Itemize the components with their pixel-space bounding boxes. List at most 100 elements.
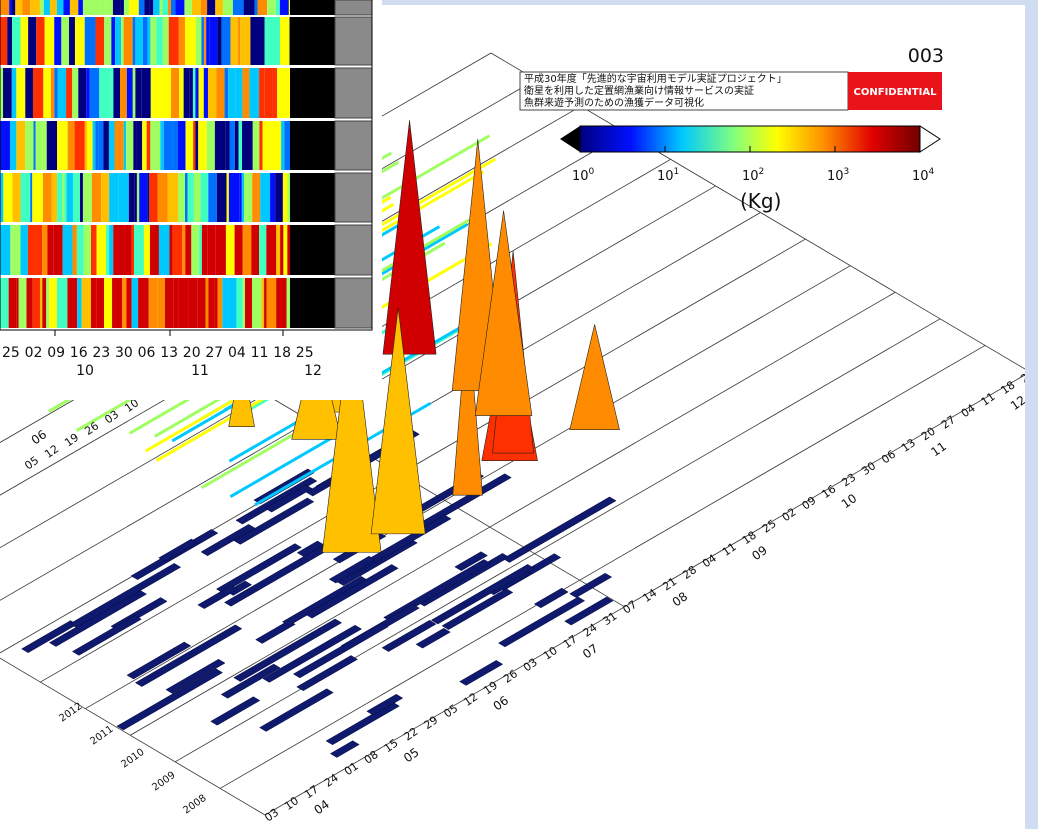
heat-cell — [290, 121, 335, 170]
heat-cell — [234, 225, 243, 275]
catch-bar — [454, 551, 488, 571]
heat-cell — [113, 68, 120, 118]
heat-cell — [168, 17, 179, 65]
heat-cell — [42, 278, 47, 328]
heat-cell — [168, 0, 171, 15]
heat-cell — [35, 121, 45, 170]
heat-cell — [172, 121, 178, 170]
heat-cell — [244, 173, 253, 222]
heat-cell — [67, 278, 72, 328]
heat-cell — [275, 17, 280, 65]
heat-cell — [18, 278, 25, 328]
heat-cell — [209, 17, 218, 65]
heat-cell — [99, 68, 111, 118]
heat-cell — [20, 17, 29, 65]
heat-cell — [46, 121, 58, 170]
heat-cell — [334, 16, 373, 66]
heat-cell — [49, 278, 57, 328]
heat-cell — [37, 225, 43, 275]
floor-line — [264, 371, 1031, 816]
heat-cell — [178, 278, 189, 328]
heat-cell — [290, 173, 335, 222]
heat-cell — [56, 278, 68, 328]
heat-cell — [198, 121, 207, 170]
heat-cell — [24, 278, 27, 328]
heat-cell — [149, 225, 159, 275]
heat-cell — [275, 0, 280, 15]
catch-bar — [328, 555, 376, 584]
heat-cell — [195, 121, 199, 170]
heat-cell — [128, 173, 135, 222]
heat-cell — [42, 225, 48, 275]
heat-cell — [279, 17, 290, 65]
heat-cell — [0, 121, 11, 170]
heat-cell — [165, 278, 174, 328]
heat-cell — [46, 278, 50, 328]
heat-cell — [101, 173, 110, 222]
heat-cell — [96, 278, 105, 328]
floor-line — [219, 345, 986, 789]
heat-cell — [251, 225, 260, 275]
heat-cell — [167, 173, 179, 222]
heat-cell — [53, 225, 63, 275]
heat-cell — [126, 121, 134, 170]
heat-cell — [78, 0, 83, 15]
heat-cell — [252, 173, 258, 222]
heat-cell — [132, 17, 136, 65]
heat-cell — [78, 68, 87, 118]
heat-cell — [134, 225, 144, 275]
inset-day-tick: 06 — [138, 345, 156, 361]
heat-cell — [33, 121, 36, 170]
heat-cell — [277, 68, 288, 118]
heat-cell — [163, 121, 173, 170]
heat-cell — [334, 172, 373, 223]
heat-cell — [287, 68, 290, 118]
heat-cell — [62, 225, 73, 275]
catch-bar — [262, 624, 363, 683]
heat-cell — [161, 68, 172, 118]
heat-cell — [105, 0, 113, 15]
colorbar-tick-base: 10 — [572, 169, 589, 184]
heat-cell — [203, 17, 207, 65]
heat-cell — [131, 278, 139, 328]
inset-day-tick: 11 — [251, 345, 269, 361]
heat-cell — [162, 0, 169, 15]
heat-cell — [157, 173, 168, 222]
heat-cell — [206, 17, 210, 65]
heat-cell — [199, 225, 202, 275]
heat-cell — [123, 17, 133, 65]
heat-cell — [208, 173, 217, 222]
heat-cell — [182, 225, 186, 275]
heat-cell — [272, 68, 278, 118]
catch-bar — [459, 660, 504, 686]
heat-cell — [131, 225, 135, 275]
heat-cell — [98, 121, 104, 170]
inset-day-tick: 09 — [47, 345, 65, 361]
heat-cell — [133, 121, 137, 170]
heat-cell — [334, 67, 373, 119]
heat-cell — [178, 0, 185, 15]
inset-frame — [0, 0, 373, 331]
heat-cell — [22, 0, 31, 15]
heat-cell — [217, 17, 222, 65]
heat-cell — [90, 0, 101, 15]
inset-month-tick: 10 — [76, 363, 94, 379]
heat-cell — [63, 0, 70, 15]
heat-cell — [254, 0, 258, 15]
heat-cell — [44, 17, 55, 65]
catch-bar — [292, 622, 389, 679]
heat-cell — [113, 225, 124, 275]
heat-cell — [25, 68, 33, 118]
heat-cell — [11, 17, 21, 65]
heat-cell — [242, 68, 250, 118]
heat-cell — [236, 278, 243, 328]
heat-cell — [149, 173, 158, 222]
catch-peak — [569, 324, 620, 430]
heat-cell — [25, 121, 34, 170]
heat-cell — [261, 17, 265, 65]
heat-cell — [123, 0, 129, 15]
heat-cell — [128, 0, 139, 15]
heat-cell — [54, 68, 58, 118]
heat-cell — [96, 225, 107, 275]
